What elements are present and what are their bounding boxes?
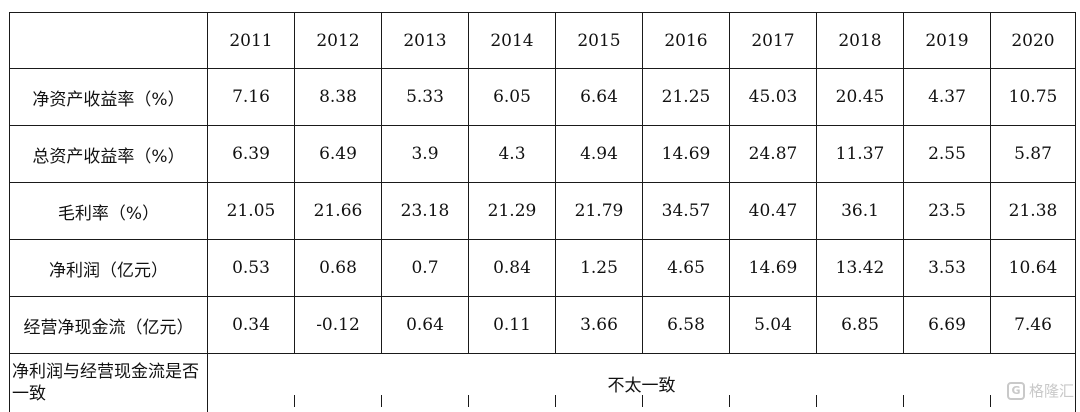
row-label-roe: 净资产收益率（%） [10, 69, 208, 126]
table-cell: -0.12 [295, 297, 382, 354]
table-cell: 0.64 [382, 297, 469, 354]
table-cell: 14.69 [643, 126, 730, 183]
column-divider [468, 395, 469, 407]
year-header: 2019 [904, 13, 991, 69]
table-row: 毛利率（%） 21.05 21.66 23.18 21.29 21.79 34.… [10, 183, 1076, 240]
watermark: G 格隆汇 [1007, 380, 1074, 401]
table-cell: 6.49 [295, 126, 382, 183]
year-header: 2013 [382, 13, 469, 69]
table-cell: 23.18 [382, 183, 469, 240]
row-label-operating-cash-flow: 经营净现金流（亿元） [10, 297, 208, 354]
table-cell: 10.64 [991, 240, 1076, 297]
table-cell: 6.64 [556, 69, 643, 126]
table-cell: 21.79 [556, 183, 643, 240]
table-cell: 0.11 [469, 297, 556, 354]
header-row: 2011 2012 2013 2014 2015 2016 2017 2018 … [10, 13, 1076, 69]
consistency-row: 净利润与经营现金流是否一致 不太一致 [10, 354, 1076, 412]
table-cell: 3.9 [382, 126, 469, 183]
year-header: 2011 [208, 13, 295, 69]
column-divider [816, 395, 817, 407]
row-label-net-profit: 净利润（亿元） [10, 240, 208, 297]
table-cell: 5.04 [730, 297, 817, 354]
row-label-gross-margin: 毛利率（%） [10, 183, 208, 240]
column-divider [642, 395, 643, 407]
table-cell: 0.84 [469, 240, 556, 297]
table-cell: 0.7 [382, 240, 469, 297]
year-header: 2012 [295, 13, 382, 69]
column-divider [729, 395, 730, 407]
table-cell: 20.45 [817, 69, 904, 126]
table-cell: 24.87 [730, 126, 817, 183]
table-cell: 21.66 [295, 183, 382, 240]
table-cell: 21.29 [469, 183, 556, 240]
table-cell: 0.68 [295, 240, 382, 297]
column-divider [381, 395, 382, 407]
table-cell: 6.58 [643, 297, 730, 354]
table-cell: 13.42 [817, 240, 904, 297]
year-header: 2017 [730, 13, 817, 69]
table-row: 总资产收益率（%） 6.39 6.49 3.9 4.3 4.94 14.69 2… [10, 126, 1076, 183]
table-cell: 0.34 [208, 297, 295, 354]
column-divider [903, 395, 904, 407]
table-cell: 23.5 [904, 183, 991, 240]
corner-cell [10, 13, 208, 69]
table-cell: 3.53 [904, 240, 991, 297]
table-cell: 45.03 [730, 69, 817, 126]
row-label-roa: 总资产收益率（%） [10, 126, 208, 183]
table-cell: 4.65 [643, 240, 730, 297]
year-header: 2016 [643, 13, 730, 69]
column-divider [9, 395, 10, 407]
table-cell: 1.25 [556, 240, 643, 297]
gelonghui-logo-icon: G [1007, 382, 1025, 400]
table-cell: 7.16 [208, 69, 295, 126]
row-label-consistency: 净利润与经营现金流是否一致 [10, 354, 208, 412]
year-header: 2018 [817, 13, 904, 69]
table-cell: 5.33 [382, 69, 469, 126]
table-cell: 14.69 [730, 240, 817, 297]
table-cell: 34.57 [643, 183, 730, 240]
watermark-text: 格隆汇 [1029, 380, 1074, 401]
year-header: 2020 [991, 13, 1076, 69]
table-cell: 21.38 [991, 183, 1076, 240]
table-cell: 10.75 [991, 69, 1076, 126]
table-cell: 36.1 [817, 183, 904, 240]
column-divider [294, 395, 295, 407]
table-cell: 6.05 [469, 69, 556, 126]
year-header: 2015 [556, 13, 643, 69]
table-cell: 6.69 [904, 297, 991, 354]
table-cell: 21.05 [208, 183, 295, 240]
table-row: 净资产收益率（%） 7.16 8.38 5.33 6.05 6.64 21.25… [10, 69, 1076, 126]
table-cell: 0.53 [208, 240, 295, 297]
table-cell: 7.46 [991, 297, 1076, 354]
table-row: 净利润（亿元） 0.53 0.68 0.7 0.84 1.25 4.65 14.… [10, 240, 1076, 297]
year-header: 2014 [469, 13, 556, 69]
column-divider [555, 395, 556, 407]
column-divider [990, 395, 991, 407]
column-divider [207, 395, 208, 407]
table-cell: 4.3 [469, 126, 556, 183]
table-cell: 6.85 [817, 297, 904, 354]
financial-indicators-table: 2011 2012 2013 2014 2015 2016 2017 2018 … [9, 12, 1076, 412]
table-row: 经营净现金流（亿元） 0.34 -0.12 0.64 0.11 3.66 6.5… [10, 297, 1076, 354]
table-cell: 40.47 [730, 183, 817, 240]
table-cell: 11.37 [817, 126, 904, 183]
table-cell: 3.66 [556, 297, 643, 354]
table-cell: 2.55 [904, 126, 991, 183]
table-cell: 21.25 [643, 69, 730, 126]
table-cell: 6.39 [208, 126, 295, 183]
table-cell: 4.37 [904, 69, 991, 126]
table-cell: 4.94 [556, 126, 643, 183]
table-cell: 8.38 [295, 69, 382, 126]
table-cell: 5.87 [991, 126, 1076, 183]
